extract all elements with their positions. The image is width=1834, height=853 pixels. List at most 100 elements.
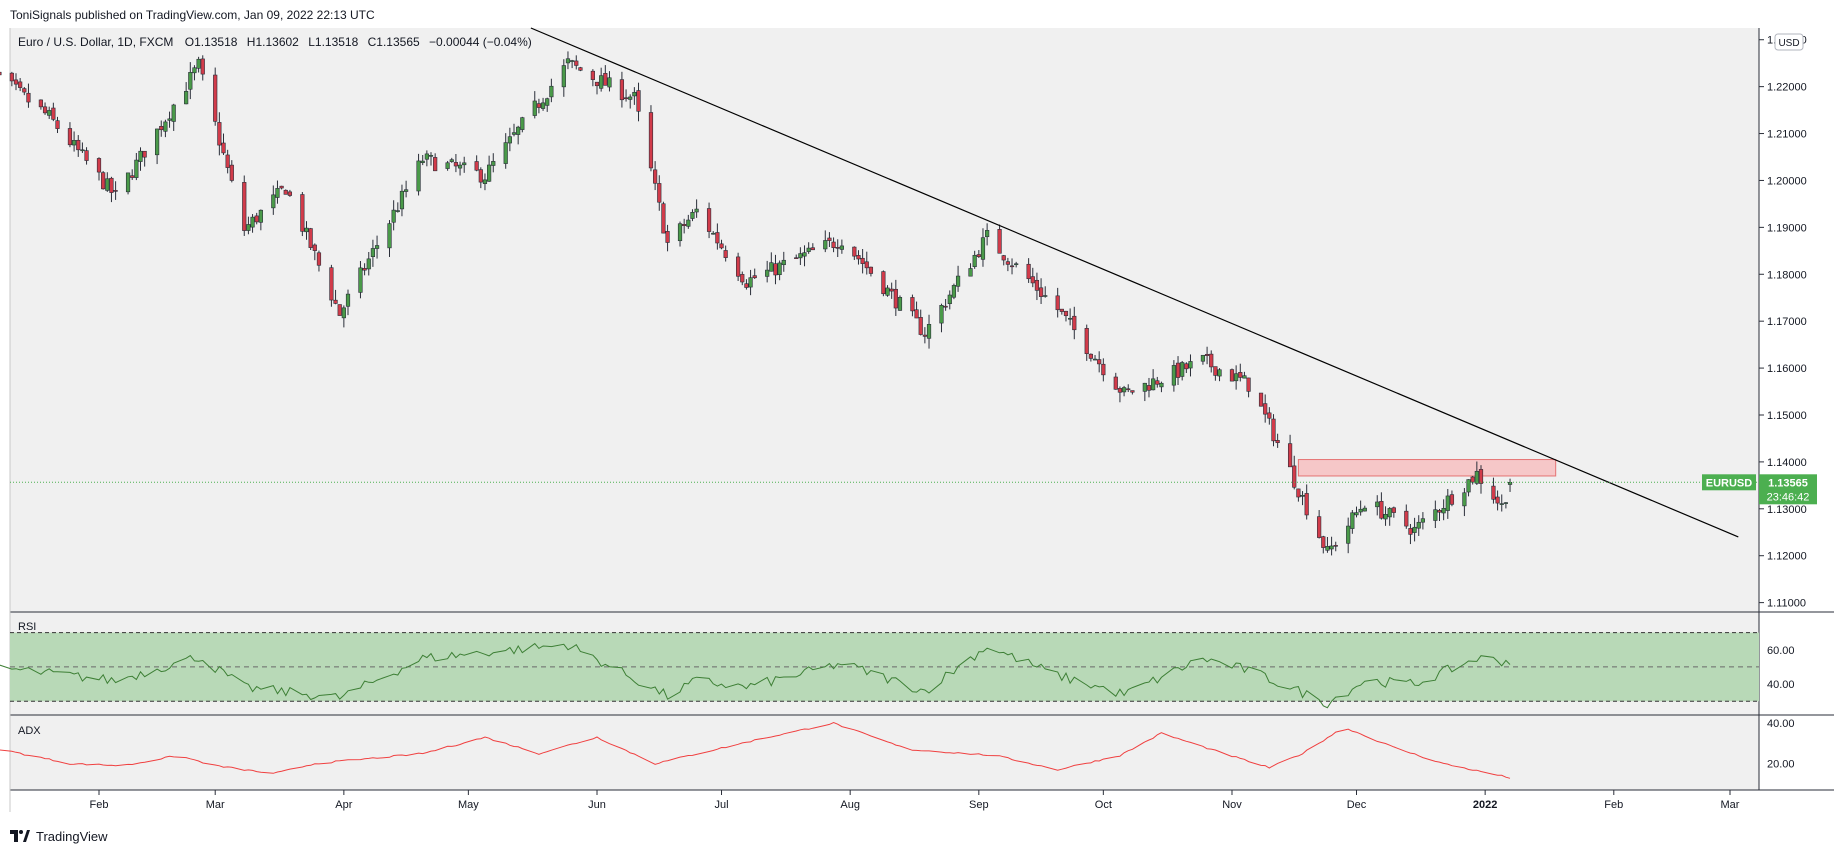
candle-body [1375,501,1380,508]
symbol-tag[interactable]: EURUSD [1706,477,1753,489]
candle-body [943,305,948,308]
candle-body [545,98,550,106]
candle-body [287,191,293,196]
candle-body [769,262,774,272]
candle-body [1321,536,1326,548]
candle-body [1350,512,1355,529]
candle-body [810,247,815,251]
time-tick-label: May [458,799,479,811]
candle-body [155,128,160,156]
adx-pane-bg[interactable] [10,715,1759,790]
candle-body [657,183,662,203]
candle-body [134,159,139,178]
candle-body [420,160,425,164]
candle-body [1175,362,1181,378]
candle-body [1151,378,1156,391]
time-tick-label: Nov [1222,799,1242,811]
candle-body [648,112,654,169]
low-value: 1.13518 [315,35,359,49]
symbol-tag-bg[interactable] [1702,474,1756,491]
candle-body [1263,403,1268,415]
time-tick-label: Oct [1095,799,1112,811]
price-tick-label: 1.19000 [1767,222,1807,234]
candle-body [38,99,43,108]
candle-body [972,254,977,267]
candle-body [374,245,380,249]
candle-body [449,159,454,162]
candle-body [1329,545,1334,550]
candle-body [748,277,753,288]
symbol-header: Euro / U.S. Dollar, 1D, FXCM O1.13518 H1… [18,35,532,49]
candle-body [856,255,861,260]
currency-badge[interactable]: USD [1774,33,1804,51]
candle-body [1204,354,1210,356]
candle-body [1271,418,1276,442]
resistance-zone[interactable] [1297,459,1557,477]
candle-body [1503,502,1508,504]
close-label: C [368,35,377,49]
candle-body [283,189,288,195]
candle-body [433,157,438,172]
candle-body [1391,507,1396,513]
tradingview-logo-icon[interactable] [10,830,30,842]
candle-body [341,307,346,319]
time-tick-label: Aug [840,799,860,811]
trendline[interactable] [530,27,1739,538]
last-price-tag-bg[interactable] [1759,474,1817,505]
candle-body [1043,295,1048,297]
price-tags[interactable]: EURUSD 1.13565 23:46:42 [1702,474,1817,505]
price-tick-label: 1.13000 [1767,504,1807,516]
candle-body [1121,387,1127,393]
candle-body [258,209,263,223]
price-tick-label: 1.20000 [1767,175,1807,187]
candle-body [914,309,919,319]
candle-body [765,269,770,277]
candle-body [213,74,218,122]
candle-body [540,102,546,109]
candle-body [893,288,898,309]
candle-body [831,241,836,249]
footer-brand[interactable]: TradingView [36,828,108,844]
adx-pane: 40.00 20.00 [0,718,1795,779]
candle-body [1059,308,1064,312]
candle-body [47,110,52,116]
time-tick-label: Feb [90,799,109,811]
candle-body [424,153,429,160]
price-pane-bg[interactable] [10,28,1759,612]
candle-body [1213,366,1218,376]
last-price-tag[interactable]: 1.13565 [1768,477,1808,489]
candle-body [1362,507,1367,512]
candle-body [101,172,106,190]
candle-body [922,334,927,337]
price-axis-bg[interactable] [1759,28,1834,790]
resistance-zone-rect[interactable] [1297,459,1557,477]
candle-body [520,117,525,130]
time-axis[interactable]: Feb Mar Apr May Jun Jul Aug Sep Oct Nov Dec 2022 Feb… [90,790,1740,811]
candle-body [1130,390,1135,393]
candle-body [1478,469,1484,484]
candle-body [67,128,73,146]
candle-body [897,297,903,311]
candle-body [246,224,251,231]
candle-body [511,132,517,135]
currency-badge-text: USD [1778,38,1799,49]
candle-body [852,246,857,257]
candle-body [536,103,542,108]
candle-body [1113,376,1118,390]
candle-body [387,223,392,249]
candle-body [864,261,869,269]
candle-body [723,250,728,258]
candle-body [1030,276,1035,284]
candle-body [860,257,865,264]
candle-body [55,120,60,129]
candle-body [142,150,147,158]
candle-body [694,208,699,213]
trendline-line[interactable] [530,27,1739,538]
candle-body [980,237,986,260]
candle-body [80,149,85,152]
price-tick-label: 1.15000 [1767,410,1807,422]
candle-body [487,164,492,182]
candle-body [1188,361,1193,369]
time-tick-label: Dec [1347,799,1367,811]
